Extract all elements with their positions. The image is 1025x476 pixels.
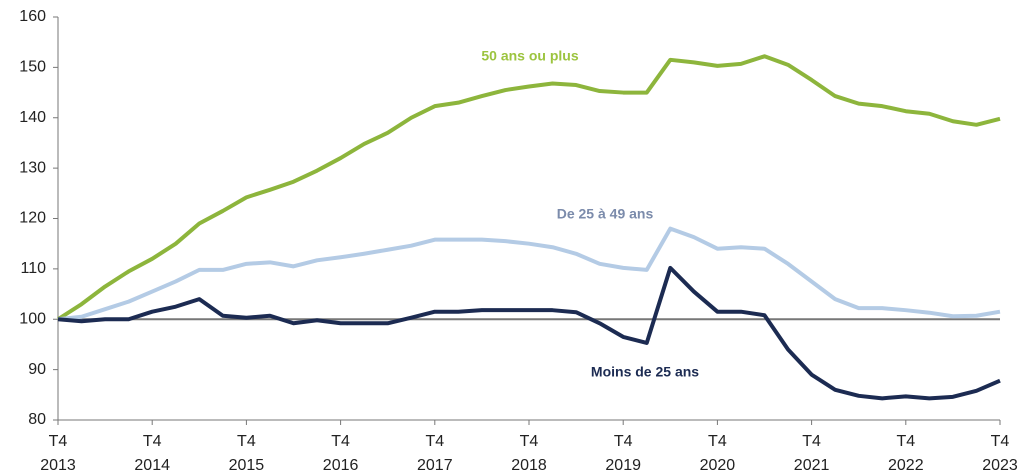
x-tick-label: T4 2022 (888, 433, 924, 474)
y-tick-label: 80 (28, 411, 46, 428)
series-line (56, 54, 1001, 321)
x-tick-label: T4 2020 (699, 433, 736, 474)
series-label: 50 ans ou plus (481, 48, 578, 64)
y-tick-label: 110 (20, 260, 46, 277)
x-tick-label: T4 2014 (134, 433, 170, 474)
y-tick-label: 130 (19, 159, 46, 176)
series-label: Moins de 25 ans (591, 364, 699, 380)
x-tick-label: T4 2013 (40, 433, 76, 474)
series-line (57, 226, 1001, 322)
y-tick-label: 150 (19, 59, 46, 76)
plot: 80 90 100 110 120 130 140 150 160 50 ans ou plus D… (19, 8, 1001, 428)
y-tick-label: 140 (19, 109, 46, 126)
x-tick-label: T4 2018 (511, 433, 547, 474)
x-tick-label: T4 2016 (322, 433, 359, 474)
x-tick-label: T4 2017 (417, 433, 453, 474)
series-line (57, 265, 1001, 401)
x-tick-label: T4 2021 (793, 433, 830, 474)
y-tick-label: 90 (28, 361, 46, 378)
y-tick-label: 100 (19, 310, 46, 327)
y-tick-label: 160 (19, 8, 46, 25)
y-tick-label: 120 (19, 210, 46, 227)
series-label: De 25 à 49 ans (557, 206, 654, 222)
x-tick-label: T4 2023 (982, 433, 1018, 474)
x-tick-label: T4 2019 (605, 433, 641, 474)
x-tick-label: T4 2015 (228, 433, 265, 474)
